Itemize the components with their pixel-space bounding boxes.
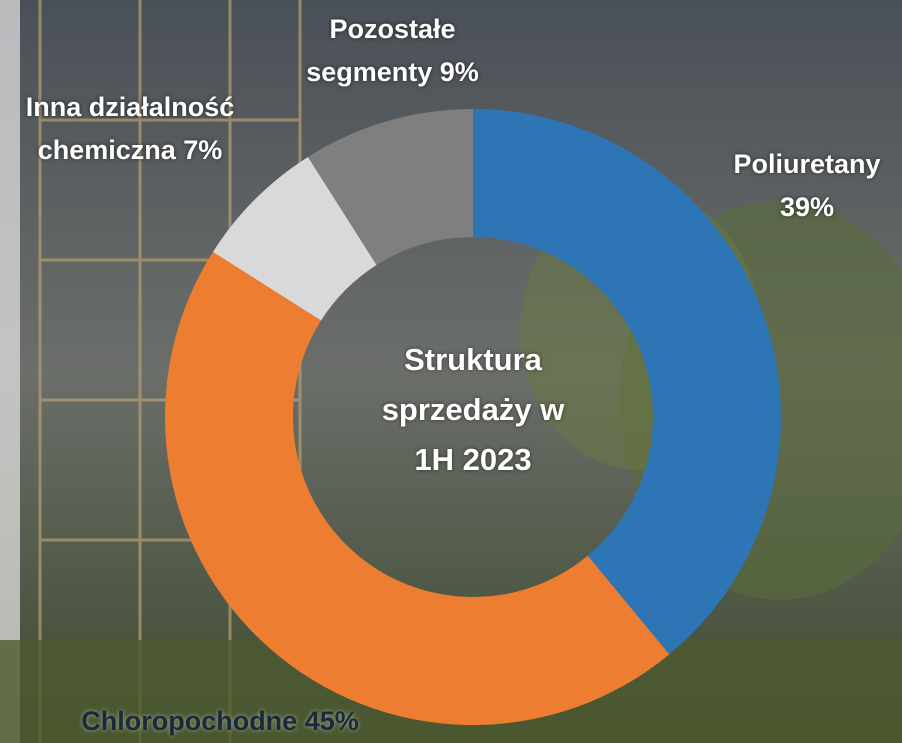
donut-slice — [473, 109, 782, 655]
slice-label: Inna działalność chemiczna 7% — [10, 86, 250, 172]
category-label: Pozostałe segmenty — [306, 14, 456, 87]
value-label: 7% — [183, 135, 223, 165]
value-label: 45% — [304, 706, 359, 736]
donut-slice — [165, 251, 670, 726]
slice-label: Chloropochodne 45% — [40, 700, 400, 743]
value-label: 39% — [779, 192, 835, 222]
chart-title: Struktura sprzedaży w 1H 2023 — [381, 342, 565, 477]
donut-slice — [212, 156, 377, 321]
value-label: 9% — [439, 57, 479, 87]
slice-label: Pozostałe segmenty 9% — [290, 8, 495, 94]
category-label: Chloropochodne — [81, 706, 298, 736]
category-label: Poliuretany — [733, 149, 881, 179]
category-label: Inna działalność chemiczna — [25, 92, 235, 165]
slice-label: Poliuretany 39% — [712, 143, 902, 229]
donut-slice — [307, 109, 473, 266]
